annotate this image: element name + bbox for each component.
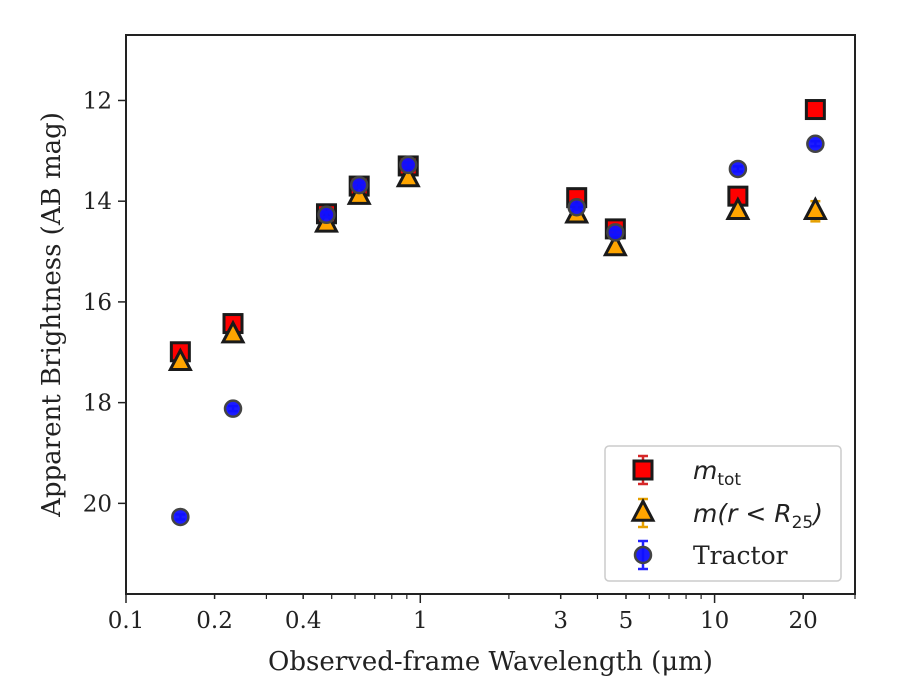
x-tick-label: 0.2	[196, 608, 233, 634]
data-markers	[167, 99, 828, 527]
legend-label-sub: tot	[717, 470, 741, 490]
series-triangle	[167, 163, 828, 372]
x-tick-label: 0.4	[285, 608, 322, 634]
x-tick-label: 0.1	[108, 608, 145, 634]
y-tick-label: 12	[83, 88, 112, 114]
x-axis-title: Observed-frame Wavelength (μm)	[268, 647, 713, 677]
legend-label-main: m(r < R	[693, 499, 792, 528]
legend-marker-triangle	[630, 497, 656, 522]
circle-point-8	[806, 134, 825, 154]
triangle-point-7	[725, 196, 751, 220]
legend-label: Tractor	[693, 541, 788, 570]
circle-point-4	[398, 155, 418, 175]
series-square	[169, 99, 826, 363]
y-tick-label: 14	[83, 189, 112, 215]
legend-marker-circle	[633, 545, 653, 565]
legend-box	[604, 445, 842, 582]
y-axis-title: Apparent Brightness (AB mag)	[37, 112, 67, 518]
x-tick-label: 20	[789, 608, 818, 634]
x-tick-label: 3	[553, 608, 568, 634]
legend-label: m(r < R25)	[693, 499, 823, 533]
triangle-point-8	[802, 196, 828, 220]
circle-point-0	[171, 507, 190, 527]
triangle-point-4	[395, 163, 421, 188]
y-tick-label: 18	[83, 391, 112, 417]
x-tick-label: 1	[413, 608, 428, 634]
plot-frame	[125, 34, 856, 595]
x-tick-label: 10	[700, 608, 729, 634]
triangle-point-1	[220, 319, 246, 344]
y-tick-label: 16	[83, 290, 112, 316]
square-point-8	[804, 99, 826, 121]
axes: 0.1 0.2 0.4 1 3 5 10 20 12 14 16 18 20	[83, 88, 856, 634]
circle-point-3	[349, 175, 369, 195]
circle-point-1	[223, 399, 243, 418]
circle-point-7	[728, 159, 748, 179]
legend-marker-square	[632, 459, 654, 481]
series-circle	[171, 134, 825, 527]
legend-label: mtot	[693, 456, 741, 490]
legend-label-main: m	[693, 456, 717, 485]
circle-point-6	[606, 223, 625, 242]
legend-label-tail: )	[811, 499, 823, 528]
legend: mtot m(r < R25) Tractor	[604, 445, 842, 582]
x-tick-label: 5	[619, 608, 634, 634]
circle-point-2	[317, 205, 336, 225]
y-tick-label: 20	[83, 491, 112, 517]
triangle-point-0	[167, 347, 193, 372]
circle-point-5	[567, 197, 586, 217]
triangle-point-6	[602, 232, 628, 257]
legend-label-sub: 25	[792, 513, 814, 533]
